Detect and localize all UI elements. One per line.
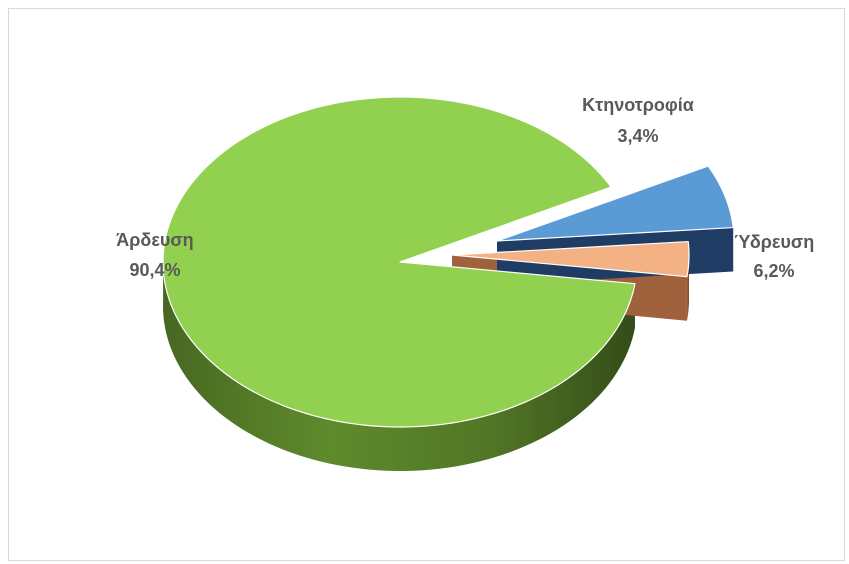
slice-label-value: 90,4%	[129, 260, 180, 280]
slice-0	[162, 96, 636, 428]
slice-label-2: Ύδρευση 6,2%	[734, 232, 814, 281]
slice-side-shade-0	[163, 266, 635, 471]
slice-label-0: Άρδευση 90,4%	[116, 230, 193, 280]
pie-tops	[162, 96, 734, 428]
slice-2	[496, 165, 734, 242]
slice-label-1: Κτηνοτροφία 3,4%	[582, 95, 694, 146]
slice-label-value: 6,2%	[753, 261, 794, 281]
slice-label-name: Άρδευση	[116, 230, 193, 250]
slice-label-value: 3,4%	[617, 126, 658, 146]
slice-label-name: Ύδρευση	[734, 232, 814, 252]
slice-1	[451, 240, 690, 278]
slice-label-name: Κτηνοτροφία	[582, 95, 694, 115]
